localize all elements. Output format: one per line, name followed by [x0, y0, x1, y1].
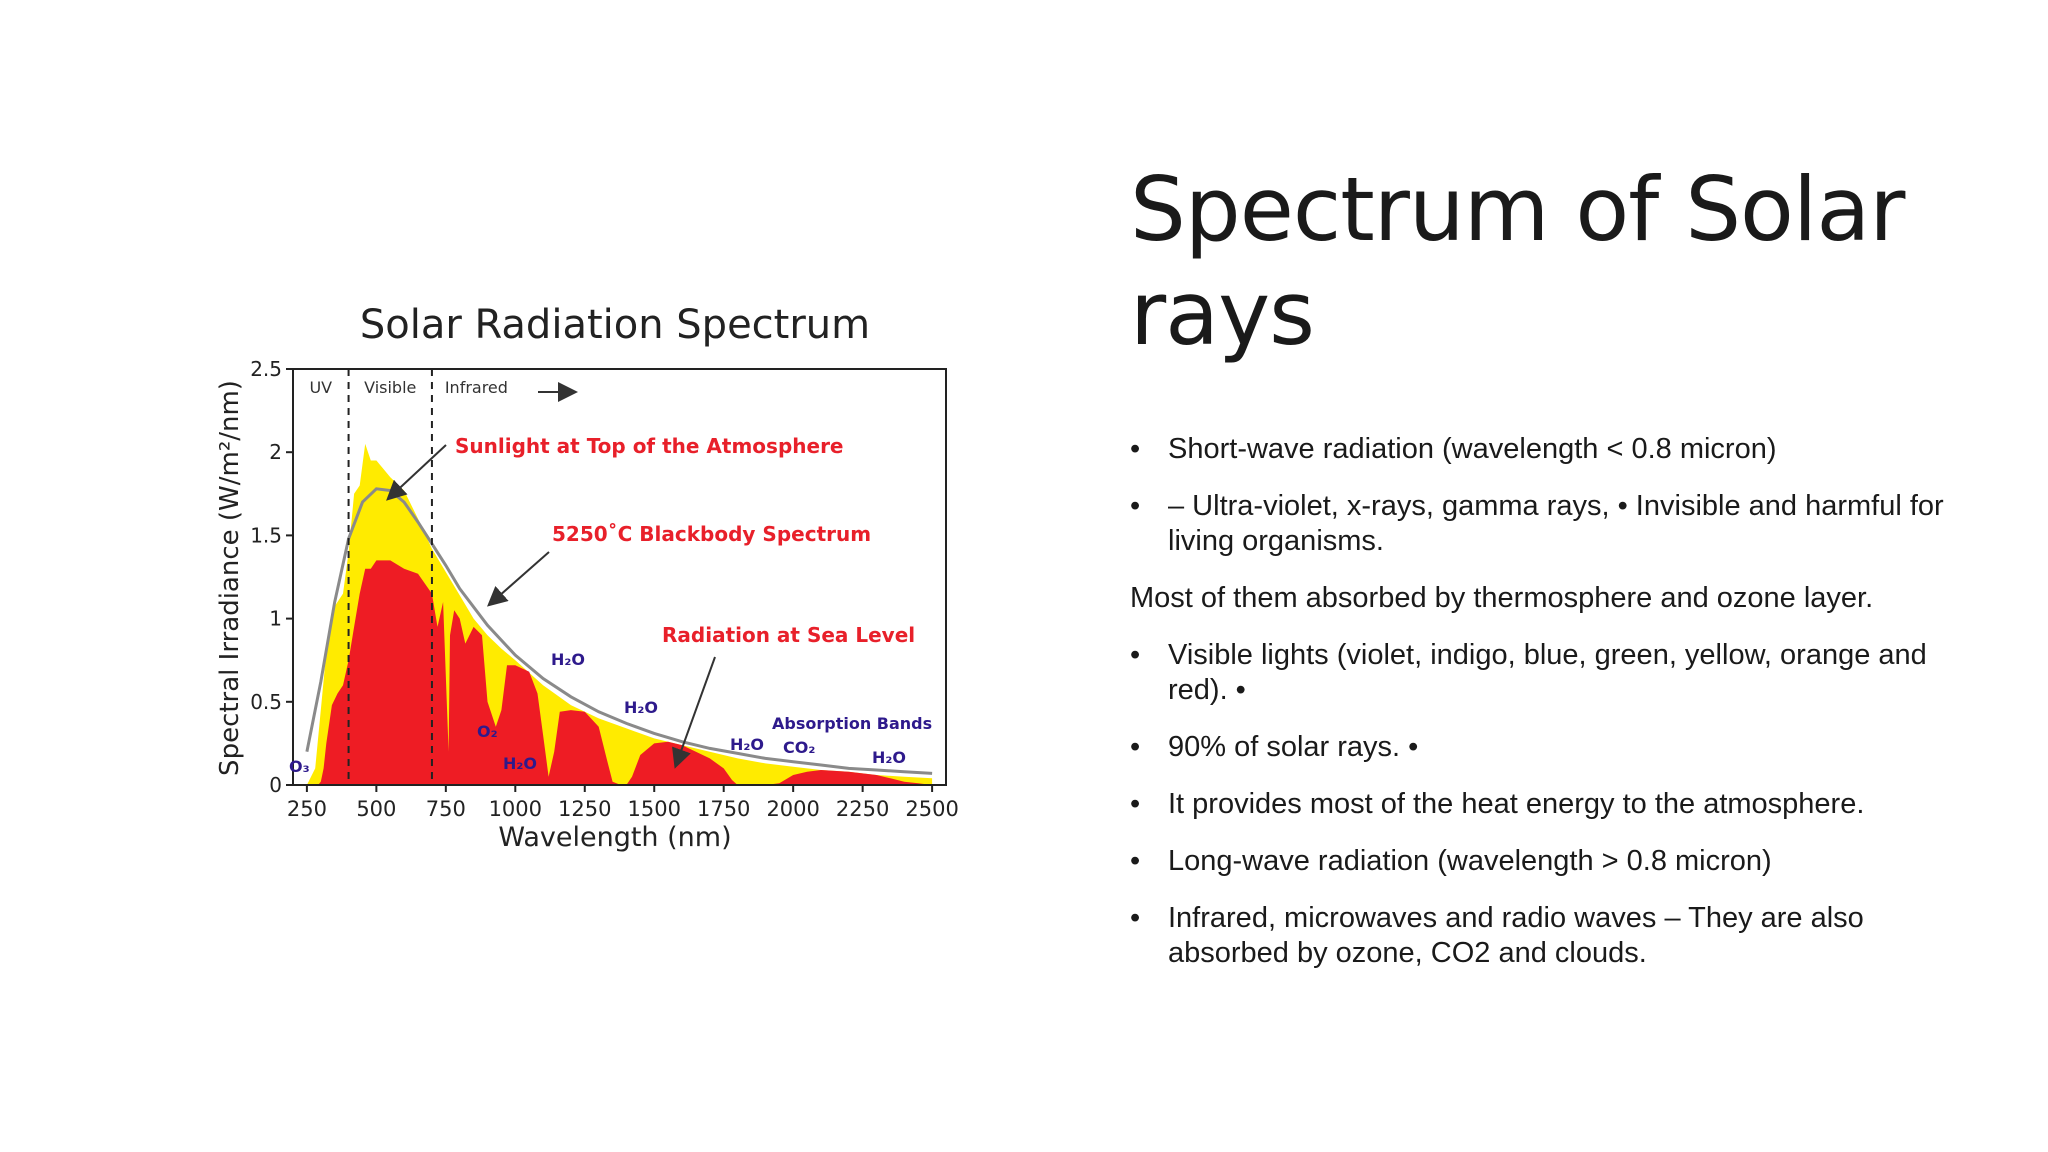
- region-label-uv: UV: [309, 378, 332, 397]
- bullet-item: • – Ultra-violet, x-rays, gamma rays, • …: [1130, 489, 1950, 559]
- bullet-marker: •: [1130, 639, 1141, 671]
- x-tick-label: 2000: [766, 797, 819, 821]
- x-tick-label: 1500: [628, 797, 681, 821]
- bullet-marker: •: [1130, 902, 1141, 934]
- bullet-text: Long-wave radiation (wavelength > 0.8 mi…: [1168, 845, 1772, 877]
- y-tick-label: 0: [269, 773, 282, 797]
- absorption-label-co2: CO₂: [783, 738, 815, 757]
- plot-frame: [292, 368, 947, 786]
- series-area-sea-level: [315, 560, 933, 785]
- annotation-top-of-atmosphere: Sunlight at Top of the Atmosphere: [455, 434, 844, 458]
- y-tick-label: 2: [269, 440, 282, 464]
- annotation-arrow-top: [386, 444, 447, 501]
- absorption-label-h2o-3: H₂O: [624, 698, 658, 717]
- x-tick-label: 500: [356, 797, 396, 821]
- chart-title: Solar Radiation Spectrum: [360, 302, 870, 348]
- bullet-marker: •: [1130, 845, 1141, 877]
- x-axis-label: Wavelength (nm): [498, 822, 731, 853]
- annotation-arrow-sea-level: [672, 656, 716, 769]
- annotation-absorption-bands: Absorption Bands: [772, 714, 932, 733]
- y-tick-label: 1: [269, 607, 282, 631]
- solar-spectrum-chart: Solar Radiation Spectrum Spectral Irradi…: [200, 295, 960, 875]
- x-tick-label: 250: [287, 797, 327, 821]
- bullet-item: • Infrared, microwaves and radio waves –…: [1130, 901, 1950, 971]
- bullet-item: • Visible lights (violet, indigo, blue, …: [1130, 638, 1950, 708]
- bullet-text: It provides most of the heat energy to t…: [1168, 788, 1865, 820]
- annotation-blackbody: 5250˚C Blackbody Spectrum: [552, 522, 871, 546]
- absorption-label-h2o-2: H₂O: [551, 650, 585, 669]
- absorption-label-o3: O₃: [289, 757, 310, 776]
- bullet-item: • Short-wave radiation (wavelength < 0.8…: [1130, 432, 1950, 467]
- bullet-text: Visible lights (violet, indigo, blue, gr…: [1168, 639, 1927, 706]
- bullet-marker: •: [1130, 433, 1141, 465]
- bullet-item: • 90% of solar rays. •: [1130, 730, 1950, 765]
- annotation-sea-level: Radiation at Sea Level: [662, 623, 915, 647]
- paragraph: Most of them absorbed by thermosphere an…: [1130, 582, 1874, 614]
- x-tick-label: 1000: [489, 797, 542, 821]
- axis-ticks: 250 500 750 1000 1250 1500 1750 2000 2250 2500 0 0.…: [250, 357, 959, 821]
- bullet-text: 90% of solar rays. •: [1168, 731, 1419, 763]
- region-label-visible: Visible: [364, 378, 416, 397]
- bullet-text: – Ultra-violet, x-rays, gamma rays, • In…: [1168, 490, 1944, 557]
- x-tick-label: 750: [426, 797, 466, 821]
- slide-title: Spectrum of Solar rays: [1130, 158, 1905, 365]
- slide-body: • Short-wave radiation (wavelength < 0.8…: [1130, 432, 1950, 993]
- absorption-label-o2: O₂: [477, 722, 498, 741]
- bullet-item: • It provides most of the heat energy to…: [1130, 787, 1950, 822]
- bullet-text: Short-wave radiation (wavelength < 0.8 m…: [1168, 433, 1777, 465]
- bullet-text: Infrared, microwaves and radio waves – T…: [1168, 902, 1864, 969]
- series-line-blackbody: [305, 487, 933, 775]
- y-axis-label: Spectral Irradiance (W/m²/nm): [215, 380, 245, 776]
- y-tick-label: 2.5: [250, 357, 282, 381]
- bullet-marker: •: [1130, 788, 1141, 820]
- bullet-marker: •: [1130, 490, 1141, 522]
- x-tick-label: 2250: [836, 797, 889, 821]
- absorption-label-h2o-5: H₂O: [872, 748, 906, 767]
- absorption-label-h2o-1: H₂O: [503, 754, 537, 773]
- x-tick-label: 2500: [905, 797, 958, 821]
- chart-svg: Solar Radiation Spectrum Spectral Irradi…: [215, 302, 959, 853]
- x-tick-label: 1250: [558, 797, 611, 821]
- absorption-label-h2o-4: H₂O: [730, 735, 764, 754]
- bullet-marker: •: [1130, 731, 1141, 763]
- bullet-item: • Long-wave radiation (wavelength > 0.8 …: [1130, 844, 1950, 879]
- region-label-infrared: Infrared: [445, 378, 508, 397]
- x-tick-label: 1750: [697, 797, 750, 821]
- y-tick-label: 1.5: [250, 523, 282, 547]
- annotation-arrow-blackbody: [486, 551, 550, 607]
- y-tick-label: 0.5: [250, 690, 282, 714]
- plot-area: [292, 368, 947, 786]
